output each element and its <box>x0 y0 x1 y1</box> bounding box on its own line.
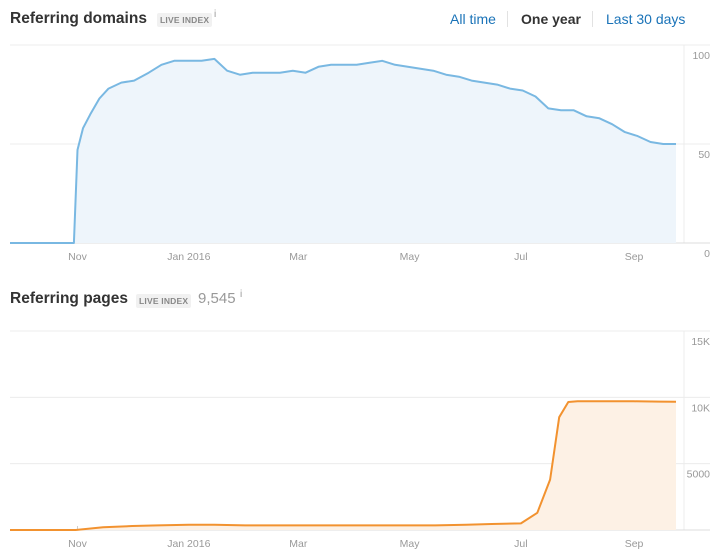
domains-series-area <box>10 58 676 244</box>
pages-xtick-label: Jan 2016 <box>167 538 210 550</box>
pages-title: Referring pages <box>10 290 129 307</box>
pages-series-area <box>10 401 676 530</box>
pages-xtick-label: Mar <box>289 538 308 550</box>
domains-title: Referring domains <box>10 10 147 27</box>
domains-series-line <box>10 57 676 244</box>
domains-live-index-badge: LIVE INDEX <box>157 13 213 27</box>
pages-count: 9,545 <box>198 290 236 307</box>
domains-xtick-label: Jan 2016 <box>167 251 210 263</box>
pages-ytick-label: 10K <box>691 402 710 414</box>
pages-ytick-label: 15K <box>691 336 710 348</box>
range-all-time[interactable]: All time <box>450 11 496 27</box>
domains-xtick-label: Nov <box>68 251 87 263</box>
pages-xtick-label: Sep <box>625 538 644 550</box>
domains-xtick-label: Mar <box>289 251 308 263</box>
domains-xtick-label: Jul <box>514 251 527 263</box>
domains-xtick-label: May <box>400 251 421 263</box>
range-divider <box>592 11 593 27</box>
domains-info-icon[interactable]: i <box>214 9 217 20</box>
pages-live-index-badge: LIVE INDEX <box>136 294 192 308</box>
pages-xtick-label: Jul <box>514 538 527 550</box>
domains-xtick-label: Sep <box>625 251 644 263</box>
range-one-year[interactable]: One year <box>521 11 581 27</box>
pages-xtick-label: May <box>400 538 421 550</box>
domains-ytick-label: 0 <box>704 248 710 260</box>
referring-domains-chart: 0 50 100 Nov Jan 2016 Mar May Jul Sep <box>10 44 710 263</box>
domains-ytick-label: 50 <box>698 149 710 161</box>
range-last-30-days[interactable]: Last 30 days <box>606 11 686 27</box>
pages-info-icon[interactable]: i <box>240 289 243 300</box>
pages-ytick-label: 5000 <box>687 469 711 481</box>
range-divider <box>507 11 508 27</box>
referring-pages-chart: 5000 10K 15K Nov Jan 2016 Mar May Jul Sep <box>10 330 711 550</box>
pages-xtick-label: Nov <box>68 538 87 550</box>
domains-ytick-label: 100 <box>692 50 710 62</box>
pages-series-line <box>10 400 677 531</box>
